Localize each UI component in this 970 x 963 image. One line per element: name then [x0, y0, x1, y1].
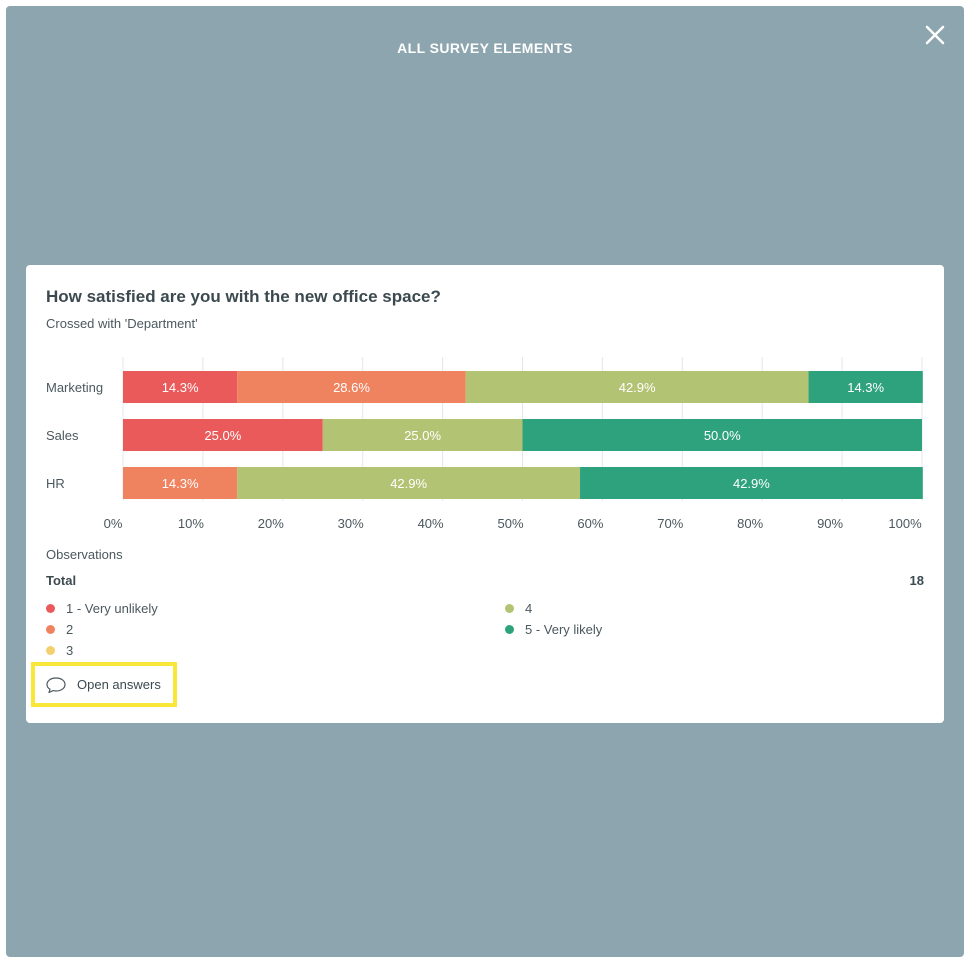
data-label: 25.0%	[404, 428, 441, 443]
open-answers-label: Open answers	[77, 677, 161, 692]
legend-item-3: 3	[46, 643, 73, 658]
observations-label: Observations	[46, 547, 123, 562]
legend-label: 4	[525, 601, 533, 616]
total-label: Total	[46, 573, 77, 588]
legend-dot	[46, 646, 55, 655]
modal-overlay: ALL SURVEY ELEMENTS How satisfied are yo…	[6, 6, 964, 957]
data-label: 50.0%	[704, 428, 741, 443]
bar-segment	[123, 371, 238, 403]
data-label: 25.0%	[204, 428, 241, 443]
legend-item-2: 2	[46, 622, 73, 637]
legend-label: 5 - Very likely	[525, 622, 603, 637]
speech-bubble-icon	[46, 676, 66, 693]
data-label: 14.3%	[162, 476, 199, 491]
question-card: How satisfied are you with the new offic…	[26, 265, 944, 723]
bar-segment	[522, 419, 922, 451]
x-tick-label: 100%	[888, 516, 922, 531]
total-value: 18	[909, 573, 924, 588]
question-subtitle: Crossed with 'Department'	[46, 316, 198, 331]
x-tick-label: 50%	[497, 516, 523, 531]
legend-item-4: 4	[505, 601, 532, 616]
bar-segment	[580, 467, 923, 499]
x-tick-label: 80%	[737, 516, 763, 531]
stacked-bar-chart: 0% 10% 20% 30% 40% 50% 60% 70% 80% 90% 100% Marketi…	[46, 357, 923, 531]
legend-dot	[505, 604, 514, 613]
close-icon[interactable]	[924, 24, 946, 46]
data-label: 42.9%	[390, 476, 427, 491]
category-label: Sales	[46, 428, 79, 443]
category-label: Marketing	[46, 380, 103, 395]
x-tick-label: 30%	[338, 516, 364, 531]
category-label: HR	[46, 476, 65, 491]
legend-dot	[46, 625, 55, 634]
bar-segment	[237, 467, 581, 499]
legend-label: 3	[66, 643, 74, 658]
bar-segment	[465, 371, 809, 403]
bar-segment	[237, 371, 466, 403]
x-tick-label: 60%	[577, 516, 603, 531]
data-label: 14.3%	[162, 380, 199, 395]
data-label: 42.9%	[733, 476, 770, 491]
data-label: 42.9%	[619, 380, 656, 395]
x-tick-label: 90%	[817, 516, 843, 531]
legend-label: 2	[66, 622, 74, 637]
x-tick-label: 0%	[104, 516, 123, 531]
legend-dot	[46, 604, 55, 613]
x-tick-label: 20%	[258, 516, 284, 531]
question-title: How satisfied are you with the new offic…	[46, 287, 441, 306]
bar-segment	[123, 467, 238, 499]
bar-segment	[123, 419, 323, 451]
x-tick-label: 10%	[178, 516, 204, 531]
data-label: 28.6%	[333, 380, 370, 395]
x-tick-label: 40%	[418, 516, 444, 531]
open-answers-button[interactable]: Open answers	[31, 662, 177, 707]
legend-item-1: 1 - Very unlikely	[46, 601, 158, 616]
overlay-title: ALL SURVEY ELEMENTS	[397, 40, 573, 56]
legend-label: 1 - Very unlikely	[66, 601, 158, 616]
bar-segment	[808, 371, 923, 403]
bar-segment	[322, 419, 523, 451]
legend-dot	[505, 625, 514, 634]
data-label: 14.3%	[847, 380, 884, 395]
x-tick-label: 70%	[657, 516, 683, 531]
legend-item-5: 5 - Very likely	[505, 622, 602, 637]
